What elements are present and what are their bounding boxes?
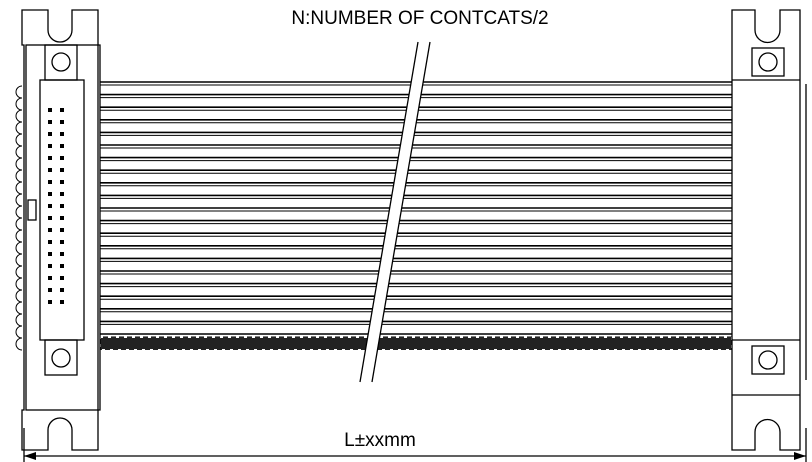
edge-bump xyxy=(15,97,23,111)
dimension-label: L±xxmm xyxy=(344,430,416,451)
pin xyxy=(48,144,52,148)
cable-band-texture xyxy=(99,336,733,351)
edge-bump xyxy=(15,313,23,327)
edge-bump xyxy=(15,157,23,171)
pin xyxy=(48,192,52,196)
edge-bump xyxy=(15,85,23,99)
edge-bump xyxy=(15,289,23,303)
pin xyxy=(60,276,64,280)
pin xyxy=(60,108,64,112)
edge-bump xyxy=(15,181,23,195)
edge-bump xyxy=(15,205,23,219)
edge-bump xyxy=(15,277,23,291)
edge-bump xyxy=(15,229,23,243)
pin xyxy=(48,300,52,304)
edge-bump xyxy=(15,241,23,255)
pin xyxy=(48,120,52,124)
edge-bump xyxy=(15,145,23,159)
edge-bump xyxy=(15,325,23,339)
pin xyxy=(48,180,52,184)
edge-bump xyxy=(15,337,23,351)
break-gap xyxy=(360,42,430,382)
pin xyxy=(60,204,64,208)
pin xyxy=(48,216,52,220)
edge-bump xyxy=(15,301,23,315)
break-line xyxy=(359,41,419,383)
note-label: N:NUMBER OF CONTCATS/2 xyxy=(291,8,548,29)
pin xyxy=(48,252,52,256)
pin xyxy=(60,252,64,256)
pin xyxy=(60,240,64,244)
edge-bump xyxy=(15,133,23,147)
edge-bump xyxy=(15,121,23,135)
pin xyxy=(60,228,64,232)
pin xyxy=(60,216,64,220)
pin xyxy=(48,240,52,244)
pin xyxy=(48,132,52,136)
edge-bump xyxy=(15,109,23,123)
pin xyxy=(48,156,52,160)
pin xyxy=(60,156,64,160)
flat-cable xyxy=(100,81,732,338)
pin xyxy=(48,168,52,172)
pin xyxy=(60,192,64,196)
pin xyxy=(48,228,52,232)
pin xyxy=(60,288,64,292)
right-connector xyxy=(731,9,807,451)
pin xyxy=(48,288,52,292)
edge-bump xyxy=(15,193,23,207)
left-connector xyxy=(15,9,101,451)
left-edge-bumps xyxy=(15,85,23,351)
cable-dark-band xyxy=(100,337,732,350)
break-line xyxy=(371,41,431,383)
pin xyxy=(48,108,52,112)
pin xyxy=(60,180,64,184)
pin xyxy=(60,120,64,124)
pin xyxy=(60,168,64,172)
pin xyxy=(48,204,52,208)
edge-bump xyxy=(15,169,23,183)
dimension-arrow xyxy=(24,452,36,460)
edge-bump xyxy=(15,265,23,279)
edge-bump xyxy=(15,253,23,267)
dimension-arrow xyxy=(794,452,806,460)
pin xyxy=(48,264,52,268)
pin xyxy=(60,264,64,268)
pin xyxy=(60,300,64,304)
pin xyxy=(48,276,52,280)
pin xyxy=(60,144,64,148)
pin xyxy=(60,132,64,136)
edge-bump xyxy=(15,217,23,231)
